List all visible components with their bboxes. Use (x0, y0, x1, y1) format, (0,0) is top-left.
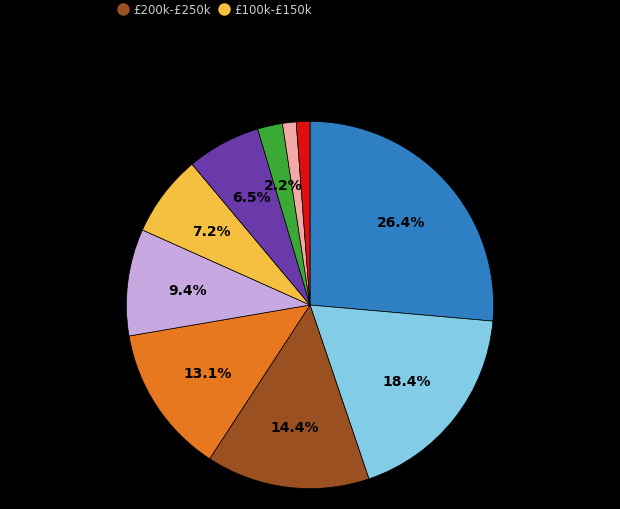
Text: 6.5%: 6.5% (232, 190, 271, 204)
Wedge shape (258, 124, 310, 305)
Text: 18.4%: 18.4% (383, 374, 431, 388)
Text: 2.2%: 2.2% (264, 179, 303, 192)
Text: 7.2%: 7.2% (193, 224, 231, 238)
Wedge shape (192, 130, 310, 305)
Wedge shape (296, 122, 310, 305)
Text: 13.1%: 13.1% (183, 366, 231, 380)
Wedge shape (310, 305, 493, 479)
Wedge shape (143, 165, 310, 305)
Wedge shape (310, 122, 494, 322)
Wedge shape (129, 305, 310, 459)
Text: 9.4%: 9.4% (169, 283, 207, 297)
Text: 26.4%: 26.4% (376, 215, 425, 230)
Text: 14.4%: 14.4% (270, 420, 319, 434)
Wedge shape (126, 231, 310, 336)
Wedge shape (210, 305, 369, 489)
Wedge shape (283, 123, 310, 305)
Legend: £300k-£400k, £250k-£300k, £200k-£250k, £150k-£200k, £400k-£500k, £100k-£150k, £5: £300k-£400k, £250k-£300k, £200k-£250k, £… (113, 0, 507, 21)
